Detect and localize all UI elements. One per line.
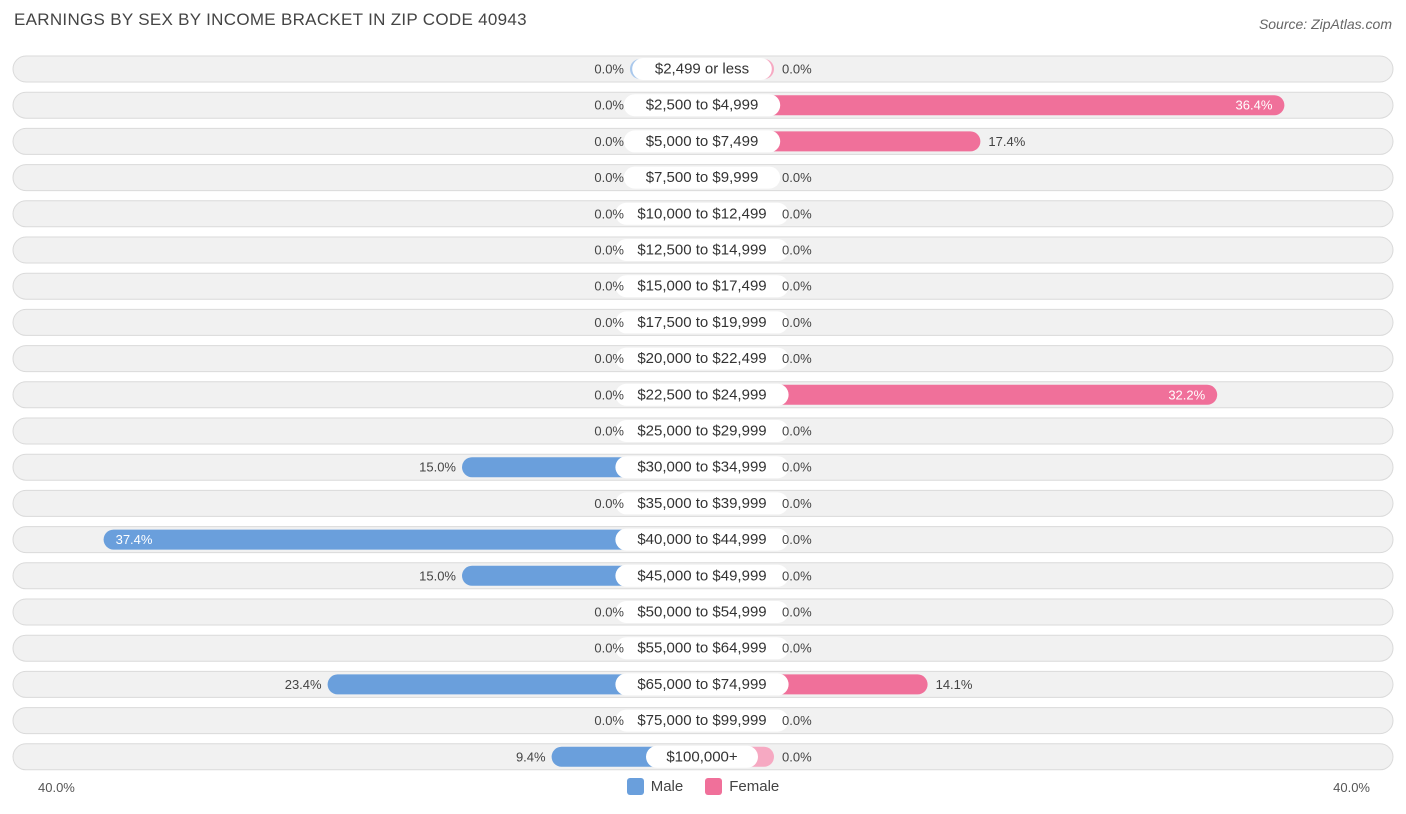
category-pill — [632, 58, 772, 80]
value-label-male: 9.4% — [516, 749, 546, 764]
category-pill — [615, 673, 789, 696]
chart-title: EARNINGS BY SEX BY INCOME BRACKET IN ZIP… — [14, 10, 527, 29]
value-label-female: 0.0% — [782, 243, 812, 258]
value-label-female: 0.0% — [782, 170, 812, 185]
value-label-female: 0.0% — [782, 713, 812, 728]
category-pill — [615, 492, 789, 515]
category-label: $10,000 to $12,499 — [637, 205, 766, 222]
category-label: $40,000 to $44,999 — [637, 531, 766, 548]
category-pill — [615, 709, 789, 732]
value-label-male: 15.0% — [419, 568, 456, 583]
category-pill — [615, 347, 789, 370]
category-pill — [615, 311, 789, 334]
value-label-male: 37.4% — [116, 532, 153, 547]
value-label-female: 0.0% — [782, 749, 812, 764]
value-label-female: 0.0% — [782, 532, 812, 547]
value-label-male: 0.0% — [594, 424, 624, 439]
value-label-female: 32.2% — [1168, 387, 1205, 402]
category-pill — [615, 202, 789, 225]
value-label-male: 0.0% — [594, 351, 624, 366]
legend-label-male: Male — [650, 778, 684, 795]
category-label: $30,000 to $34,999 — [637, 459, 766, 476]
legend-swatch-female — [705, 778, 723, 795]
value-label-female: 0.0% — [782, 62, 812, 77]
legend: Male Female — [0, 778, 1406, 795]
value-label-female: 0.0% — [782, 351, 812, 366]
value-label-male: 23.4% — [285, 677, 322, 692]
category-pill — [615, 456, 789, 479]
category-label: $45,000 to $49,999 — [637, 567, 766, 584]
value-label-female: 0.0% — [782, 279, 812, 294]
category-pill — [615, 420, 789, 442]
value-label-female: 0.0% — [782, 206, 812, 221]
category-label: $17,500 to $19,999 — [637, 314, 766, 331]
value-label-male: 0.0% — [594, 713, 624, 728]
category-pill — [615, 564, 789, 587]
value-label-male: 0.0% — [594, 496, 624, 511]
category-label: $2,500 to $4,999 — [646, 97, 759, 114]
value-label-male: 0.0% — [594, 98, 624, 113]
category-pill — [615, 275, 789, 298]
value-label-male: 15.0% — [419, 460, 456, 475]
value-label-female: 0.0% — [782, 424, 812, 439]
legend-swatch-male — [626, 778, 644, 795]
value-label-female: 0.0% — [782, 460, 812, 475]
chart-source: Source: ZipAtlas.com — [1258, 16, 1392, 32]
category-label: $50,000 to $54,999 — [637, 604, 766, 621]
value-label-female: 0.0% — [782, 568, 812, 583]
category-pill — [615, 383, 789, 406]
bar-female — [702, 384, 1218, 405]
category-pill — [615, 528, 789, 551]
value-label-male: 0.0% — [594, 170, 624, 185]
value-label-female: 0.0% — [782, 496, 812, 511]
category-label: $75,000 to $99,999 — [637, 712, 766, 729]
value-label-male: 0.0% — [594, 206, 624, 221]
axis-min-label: 40.0% — [38, 780, 75, 795]
value-label-female: 36.4% — [1236, 98, 1273, 113]
value-label-male: 0.0% — [594, 243, 624, 258]
category-label: $22,500 to $24,999 — [637, 386, 766, 403]
value-label-male: 0.0% — [594, 641, 624, 656]
category-label: $35,000 to $39,999 — [637, 495, 766, 512]
value-label-male: 0.0% — [594, 605, 624, 620]
value-label-female: 0.0% — [782, 315, 812, 330]
bar-female — [702, 95, 1285, 116]
category-pill — [615, 637, 789, 660]
value-label-female: 0.0% — [782, 641, 812, 656]
legend-item-male[interactable]: Male — [626, 778, 684, 795]
category-label: $12,500 to $14,999 — [637, 242, 766, 259]
value-label-female: 0.0% — [782, 605, 812, 620]
value-label-male: 0.0% — [594, 134, 624, 149]
category-pill — [646, 745, 758, 768]
category-pill — [623, 94, 781, 117]
category-pill — [623, 166, 781, 189]
category-label: $65,000 to $74,999 — [637, 676, 766, 693]
legend-item-female[interactable]: Female — [705, 778, 779, 795]
category-label: $2,499 or less — [655, 61, 749, 78]
value-label-female: 17.4% — [988, 134, 1025, 149]
value-label-male: 0.0% — [594, 387, 624, 402]
category-label: $5,000 to $7,499 — [646, 133, 759, 150]
category-pill — [615, 601, 789, 623]
value-label-male: 0.0% — [594, 62, 624, 77]
category-label: $100,000+ — [666, 748, 738, 765]
category-pill — [615, 239, 789, 261]
category-label: $20,000 to $22,499 — [637, 350, 766, 367]
category-label: $15,000 to $17,499 — [637, 278, 766, 295]
bar-male — [327, 674, 702, 695]
category-label: $7,500 to $9,999 — [646, 169, 759, 186]
category-pill — [623, 130, 781, 153]
value-label-female: 14.1% — [936, 677, 973, 692]
value-label-male: 0.0% — [594, 315, 624, 330]
category-label: $25,000 to $29,999 — [637, 423, 766, 440]
legend-label-female: Female — [729, 778, 780, 795]
axis-max-label: 40.0% — [1333, 780, 1370, 795]
category-label: $55,000 to $64,999 — [637, 640, 766, 657]
value-label-male: 0.0% — [594, 279, 624, 294]
bar-male — [103, 529, 703, 550]
